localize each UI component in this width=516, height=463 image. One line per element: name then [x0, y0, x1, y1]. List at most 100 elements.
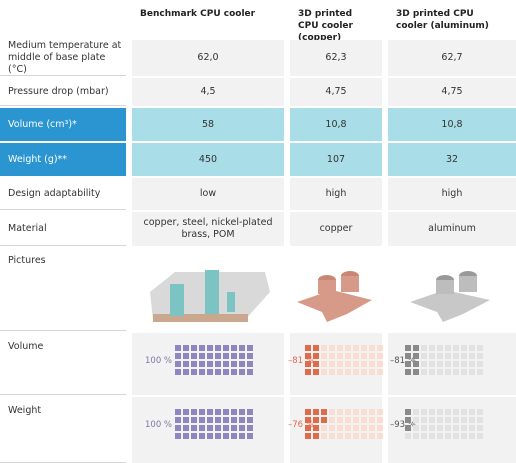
waffle-square — [183, 353, 189, 359]
waffle-square — [413, 345, 419, 351]
aluminum-picture — [410, 271, 490, 322]
waffle-square — [329, 433, 335, 439]
waffle-square — [183, 361, 189, 367]
waffle-square — [353, 369, 359, 375]
waffle-square — [469, 417, 475, 423]
waffle-square — [461, 353, 467, 359]
waffle-square — [199, 361, 205, 367]
waffle-square — [329, 369, 335, 375]
waffle-square — [313, 425, 319, 431]
column-header: 3D printed CPU cooler (aluminum) — [396, 9, 489, 31]
waffle-square — [437, 417, 443, 423]
waffle-square — [377, 361, 383, 367]
waffle-square — [207, 433, 213, 439]
waffle-square — [231, 353, 237, 359]
cell-value: copper, steel, nickel-plated brass, POM — [132, 212, 284, 246]
waffle-square — [215, 361, 221, 367]
waffle-square — [231, 369, 237, 375]
waffle-square — [353, 345, 359, 351]
waffle-square — [337, 345, 343, 351]
waffle-square — [461, 361, 467, 367]
waffle-square — [175, 409, 181, 415]
waffle-square — [477, 417, 483, 423]
waffle-square — [437, 433, 443, 439]
waffle-square — [437, 369, 443, 375]
waffle-square — [361, 409, 367, 415]
waffle-square — [469, 361, 475, 367]
waffle-square — [239, 345, 245, 351]
waffle-square — [231, 417, 237, 423]
waffle-square — [437, 353, 443, 359]
waffle-square — [445, 433, 451, 439]
row-label: Pressure drop (mbar) — [0, 78, 126, 106]
waffle-square — [413, 417, 419, 423]
waffle-square — [239, 409, 245, 415]
waffle-square — [345, 425, 351, 431]
waffle-square — [207, 361, 213, 367]
waffle-square — [477, 361, 483, 367]
waffle-square — [345, 433, 351, 439]
waffle-square — [215, 409, 221, 415]
waffle-square — [353, 417, 359, 423]
waffle-square — [207, 425, 213, 431]
waffle-square — [421, 409, 427, 415]
waffle-square — [369, 353, 375, 359]
waffle-square — [429, 417, 435, 423]
waffle-square — [207, 417, 213, 423]
waffle-square — [345, 353, 351, 359]
waffle-square — [239, 433, 245, 439]
waffle-square — [353, 425, 359, 431]
waffle-square — [469, 353, 475, 359]
waffle-square — [175, 425, 181, 431]
waffle-square — [369, 425, 375, 431]
row-label: Weight — [0, 397, 126, 463]
waffle-square — [231, 345, 237, 351]
waffle-square — [369, 433, 375, 439]
waffle-square — [247, 433, 253, 439]
waffle-square — [361, 433, 367, 439]
waffle-square — [377, 425, 383, 431]
waffle-square — [445, 409, 451, 415]
waffle-square — [377, 345, 383, 351]
waffle-square — [329, 353, 335, 359]
waffle-square — [175, 361, 181, 367]
waffle-square — [361, 369, 367, 375]
copper-picture — [297, 271, 372, 322]
cell-value: 62,7 — [388, 40, 516, 76]
cell-value: low — [132, 178, 284, 210]
waffle-square — [329, 345, 335, 351]
waffle-square — [175, 433, 181, 439]
cell-value: 450 — [132, 143, 284, 176]
waffle-square — [477, 353, 483, 359]
waffle-square — [377, 433, 383, 439]
waffle-square — [345, 409, 351, 415]
waffle-square — [361, 353, 367, 359]
waffle-square — [247, 361, 253, 367]
waffle-square — [305, 353, 311, 359]
waffle-square — [215, 369, 221, 375]
waffle-square — [183, 409, 189, 415]
waffle-square — [231, 361, 237, 367]
cell-value: 58 — [132, 108, 284, 141]
column-header: 3D printed CPU cooler (copper) — [298, 9, 353, 43]
waffle-square — [313, 417, 319, 423]
waffle-square — [405, 425, 411, 431]
waffle-square — [223, 369, 229, 375]
waffle-square — [453, 345, 459, 351]
waffle-square — [199, 417, 205, 423]
waffle-square — [321, 345, 327, 351]
benchmark-picture — [150, 270, 270, 322]
waffle-square — [183, 345, 189, 351]
percent-label: –81 % — [390, 356, 416, 366]
percent-label: –93 % — [390, 420, 416, 430]
waffle-square — [223, 417, 229, 423]
waffle-square — [469, 409, 475, 415]
waffle-square — [477, 433, 483, 439]
waffle-square — [207, 409, 213, 415]
waffle-square — [369, 417, 375, 423]
waffle-square — [223, 425, 229, 431]
waffle-square — [421, 369, 427, 375]
waffle-square — [337, 369, 343, 375]
waffle-square — [429, 353, 435, 359]
waffle-square — [445, 369, 451, 375]
